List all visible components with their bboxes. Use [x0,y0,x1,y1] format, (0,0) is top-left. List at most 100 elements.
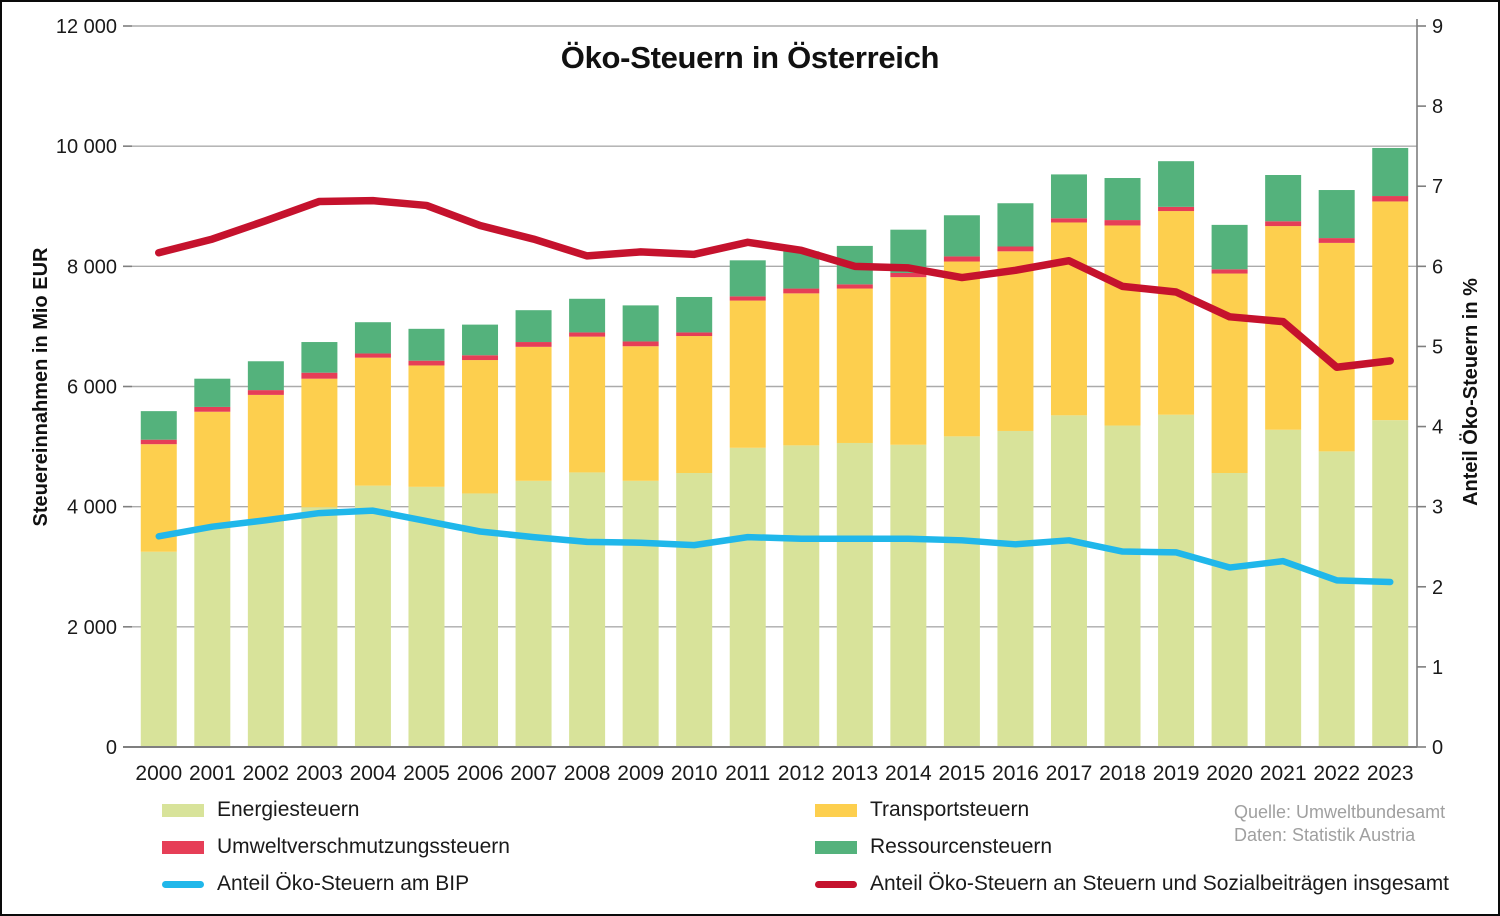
bar-segment-2007-transport [515,346,552,481]
bar-segment-2001-energie [194,528,231,747]
bar-segment-2003-ressourcen [301,342,338,373]
left-axis-tick-label: 8 000 [67,256,117,278]
bar-segment-2014-umwelt [890,272,927,278]
bar-segment-2004-transport [354,357,391,486]
legend-item-transportsteuern: Transportsteuern [815,797,1449,823]
legend-label-anteil-bip: Anteil Öko-Steuern am BIP [217,872,470,895]
bip-line-swatch-icon [162,880,204,888]
bar-segment-2016-transport [997,251,1034,431]
bar-segment-2006-ressourcen [462,324,499,356]
bar-segment-2013-transport [836,288,873,443]
x-axis-year-label: 2019 [1153,762,1200,785]
bar-segment-2002-umwelt [247,390,284,395]
bar-segment-2022-umwelt [1318,238,1355,243]
bar-segment-2008-umwelt [569,332,606,337]
line-bip_line [155,507,1394,586]
x-axis-year-label: 2002 [242,762,289,785]
bar-segment-2015-umwelt [943,256,980,262]
legend-label-anteil-steuern: Anteil Öko-Steuern an Steuern und Sozial… [870,872,1450,895]
left-axis-tick-label: 6 000 [67,377,117,399]
bar-segment-2021-energie [1265,429,1302,747]
bar-segment-2003-transport [301,378,338,508]
bar-segment-2007-ressourcen [515,310,552,343]
x-axis-year-label: 2010 [671,762,718,785]
bar-segment-2011-ressourcen [729,260,766,297]
right-axis-tick-label: 7 [1432,176,1443,198]
bar-segment-2021-umwelt [1265,221,1302,227]
bar-segment-2002-ressourcen [247,361,284,391]
x-axis-year-label: 2001 [189,762,236,785]
bar-segment-2016-ressourcen [997,203,1034,247]
bar-segment-2004-ressourcen [354,322,391,354]
legend-item-umweltverschmutzungssteuern: Umweltverschmutzungssteuern [162,834,510,860]
bar-segment-2012-umwelt [783,288,820,294]
bar-segment-2005-energie [408,486,445,747]
bar-segment-2015-transport [943,261,980,437]
right-axis-tick-label: 3 [1432,497,1443,519]
left-axis-tick-label: 2 000 [67,617,117,639]
bar-segment-2023-transport [1372,201,1409,421]
bar-segment-2008-transport [569,336,606,473]
right-axis-tick-label: 0 [1432,737,1443,759]
bar-segment-2009-umwelt [622,341,659,347]
x-axis-year-label: 2005 [403,762,450,785]
legend-label-transportsteuern: Transportsteuern [870,798,1030,821]
left-axis-tick-label: 4 000 [67,497,117,519]
bar-segment-2012-transport [783,293,820,446]
bar-segment-2022-energie [1318,451,1355,747]
bar-segment-2018-energie [1104,425,1141,747]
bar-segment-2023-ressourcen [1372,147,1409,197]
bar-segment-2009-energie [622,480,659,747]
x-axis-year-label: 2021 [1260,762,1307,785]
bar-segment-2000-umwelt [140,439,177,445]
left-axis-tick-label: 0 [106,737,117,759]
source-line-1: Quelle: Umweltbundesamt [1234,802,1446,822]
bar-segment-2020-energie [1211,473,1248,747]
x-axis-year-label: 2009 [617,762,664,785]
bar-segment-2004-energie [354,485,391,747]
source-line-2: Daten: Statistik Austria [1234,825,1416,845]
bar-segment-2014-energie [890,444,927,747]
bar-segment-2008-energie [569,472,606,747]
right-axis-tick-label: 9 [1432,16,1443,38]
bar-segment-2002-transport [247,394,284,522]
bar-segment-2010-energie [676,473,713,747]
left-axis-tick-label: 10 000 [56,136,117,158]
x-axis-year-label: 2012 [778,762,825,785]
bar-segment-2005-umwelt [408,360,445,366]
x-axis-year-label: 2004 [350,762,397,785]
bar-segment-2005-transport [408,365,445,487]
ressourcensteuern-swatch-icon [815,840,857,854]
transportsteuern-swatch-icon [815,803,857,817]
bar-segment-2019-energie [1158,414,1195,747]
bar-segment-2007-umwelt [515,342,552,347]
bar-segment-2018-ressourcen [1104,178,1141,221]
x-axis-year-label: 2022 [1313,762,1360,785]
bar-segment-2014-transport [890,277,927,445]
bar-segment-2019-ressourcen [1158,161,1195,207]
bar-segment-2013-umwelt [836,284,873,289]
bar-segment-2000-energie [140,551,177,747]
source-note: Quelle: Umweltbundesamt Daten: Statistik… [1234,801,1445,847]
x-axis-year-label: 2017 [1046,762,1093,785]
bar-segment-2018-umwelt [1104,220,1141,226]
left-axis-tick-label: 12 000 [56,16,117,38]
bar-segment-2019-transport [1158,211,1195,415]
bar-segment-2010-ressourcen [676,296,713,333]
left-axis-title: Steuereinnahmen in Mio EUR [30,247,52,527]
x-axis-year-label: 2023 [1367,762,1414,785]
bar-segment-2019-umwelt [1158,206,1195,212]
legend-item-anteil-bip: Anteil Öko-Steuern am BIP [162,871,510,897]
x-axis-year-label: 2000 [135,762,182,785]
right-axis-tick-label: 8 [1432,96,1443,118]
bar-segment-2003-umwelt [301,372,338,379]
bar-segment-2020-ressourcen [1211,224,1248,270]
bar-segment-2011-umwelt [729,296,766,301]
bar-segment-2010-transport [676,336,713,474]
x-axis-year-label: 2013 [831,762,878,785]
bar-segment-2010-umwelt [676,332,713,337]
bar-segment-2017-transport [1050,222,1087,416]
right-axis-tick-label: 5 [1432,336,1443,358]
